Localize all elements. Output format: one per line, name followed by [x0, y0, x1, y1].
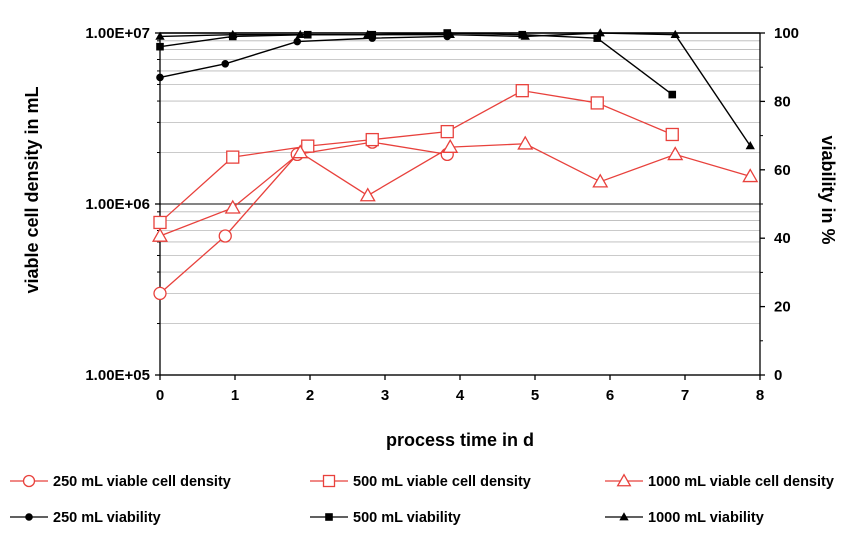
x-axis-tick-label: 8 [756, 387, 764, 404]
data-point [442, 138, 459, 153]
legend-item: 1000 mL viability [605, 510, 764, 526]
legend-item: 250 mL viable cell density [10, 474, 231, 490]
data-point [292, 144, 309, 159]
x-axis-tick-label: 0 [156, 387, 164, 404]
legend-marker [22, 474, 36, 488]
right-axis-tick-labels: 0 20 40 60 80 100 [774, 25, 799, 384]
x-axis-tick-label: 2 [306, 387, 314, 404]
legend-marker [25, 513, 33, 521]
data-point [156, 73, 164, 82]
right-axis-tick-label: 80 [774, 93, 791, 110]
series-1000-ml-viability [155, 28, 755, 150]
data-point [224, 199, 241, 214]
legend-item: 1000 mL viable cell density [605, 473, 834, 490]
data-point [155, 31, 165, 40]
left-axis-tick-label: 1.00E+05 [85, 367, 150, 384]
data-point [363, 29, 373, 39]
data-point [365, 132, 379, 147]
right-axis-tick-label: 100 [774, 25, 799, 42]
right-axis-tick-label: 60 [774, 162, 791, 179]
legend-marker [325, 513, 333, 521]
data-point [226, 150, 240, 164]
data-point [520, 31, 530, 40]
legend-label: 1000 mL viability [648, 510, 764, 526]
series-500-ml-viability [156, 29, 677, 99]
legend: 250 mL viable cell density 500 mL viable … [10, 473, 834, 526]
data-point [595, 28, 605, 37]
data-point [515, 84, 529, 98]
data-point [445, 29, 455, 39]
data-point [590, 96, 604, 110]
right-axis-tick-label: 20 [774, 299, 791, 316]
series-1000-ml-viable-cell-density [151, 135, 759, 242]
legend-label: 250 mL viability [53, 510, 161, 526]
series-250-ml-viable-cell-density [153, 135, 454, 301]
left-axis-tick-labels: 1.00E+05 1.00E+06 1.00E+07 [85, 25, 150, 384]
right-axis-tick-label: 40 [774, 230, 791, 247]
legend-marker [616, 473, 632, 487]
x-axis-tick-label: 3 [381, 387, 389, 404]
x-axis-tick-label: 4 [456, 387, 465, 404]
right-axis-tick-label: 0 [774, 367, 782, 384]
data-point [667, 146, 684, 161]
x-axis-tick-label: 6 [606, 387, 614, 404]
legend-label: 1000 mL viable cell density [648, 474, 834, 490]
data-point [218, 229, 232, 243]
right-axis-title: viability in % [818, 135, 838, 244]
data-point [742, 168, 759, 183]
data-point [665, 127, 679, 142]
series-line [159, 32, 673, 96]
data-point [517, 135, 534, 150]
legend-item: 500 mL viable cell density [310, 474, 531, 490]
legend-item: 250 mL viability [10, 510, 161, 526]
data-point [745, 141, 755, 150]
series-line [159, 89, 673, 223]
legend-item: 500 mL viability [310, 510, 461, 526]
left-axis-tick-label: 1.00E+06 [85, 196, 150, 213]
data-point [293, 37, 302, 46]
x-axis-title: process time in d [386, 430, 534, 450]
data-point [668, 90, 677, 99]
data-point [359, 187, 376, 202]
data-point [670, 29, 680, 39]
x-axis-tick-label: 5 [531, 387, 539, 404]
legend-label: 500 mL viability [353, 510, 461, 526]
data-point [153, 215, 167, 230]
x-axis-tick-labels: 0 1 2 3 4 5 6 7 8 [156, 387, 764, 404]
x-axis-tick-label: 1 [231, 387, 239, 404]
data-point [592, 173, 609, 188]
axes [155, 32, 765, 380]
gridlines [160, 32, 760, 376]
data-point [301, 139, 315, 153]
left-axis-tick-label: 1.00E+07 [85, 25, 150, 42]
data-point [151, 227, 169, 242]
data-point [228, 29, 238, 39]
data-point [221, 59, 230, 68]
legend-marker [619, 512, 629, 521]
data-point [295, 29, 305, 39]
series-line [159, 141, 448, 294]
series-500-ml-viable-cell-density [153, 84, 679, 230]
data-point [153, 286, 167, 301]
series-group [151, 28, 759, 301]
series-line [159, 143, 751, 237]
left-axis-title: viable cell density in mL [22, 86, 42, 293]
data-point [156, 42, 164, 51]
legend-label: 500 mL viable cell density [353, 474, 531, 490]
legend-label: 250 mL viable cell density [53, 474, 231, 490]
legend-marker [322, 474, 336, 488]
x-axis-tick-label: 7 [681, 387, 689, 404]
data-point [440, 124, 454, 139]
